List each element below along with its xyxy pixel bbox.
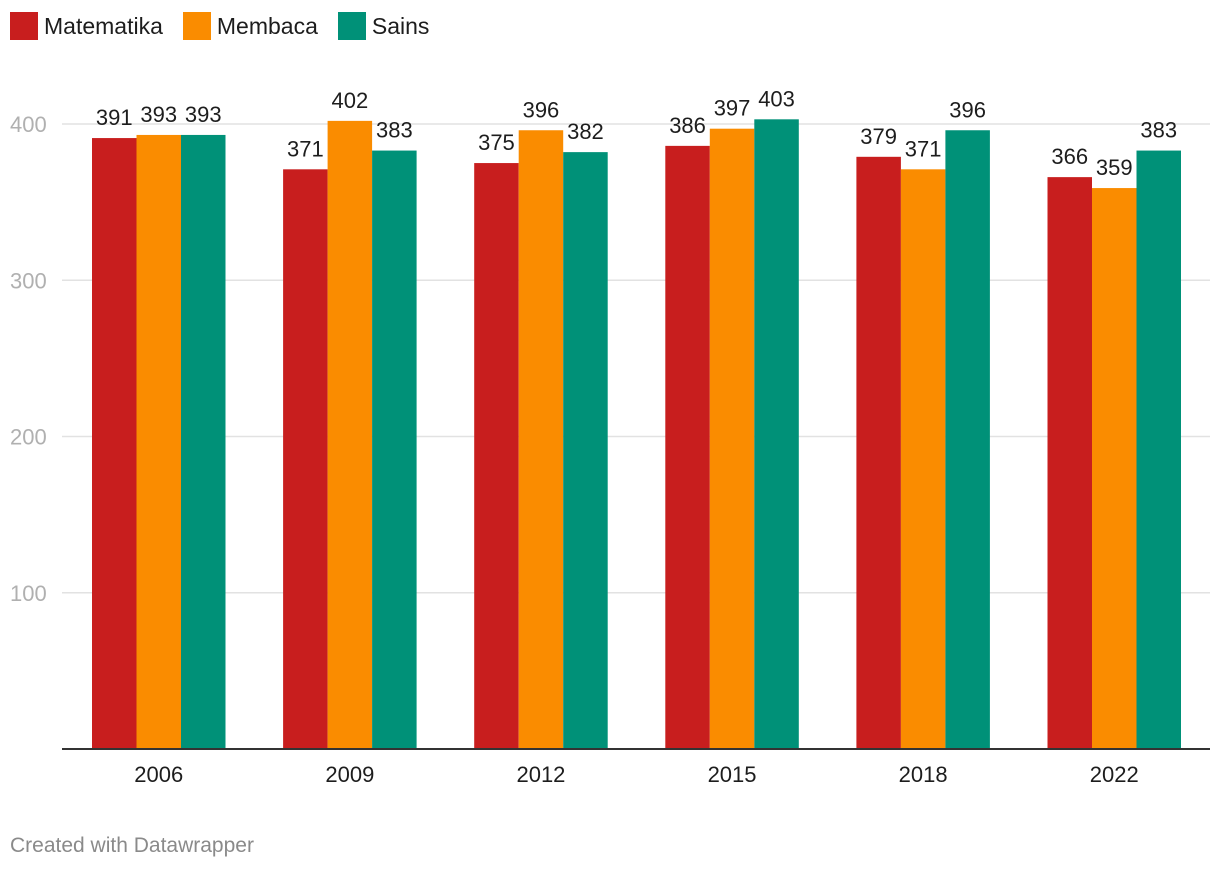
bar-sains-2018 — [945, 130, 990, 749]
legend-label-sains: Sains — [371, 12, 430, 39]
value-label-matematika-2006: 391 — [96, 105, 133, 130]
bar-matematika-2015 — [665, 145, 710, 749]
value-label-sains-2015: 403 — [758, 86, 795, 111]
value-label-membaca-2015: 397 — [714, 96, 751, 121]
value-label-membaca-2012: 396 — [523, 97, 560, 122]
value-label-membaca-2018: 371 — [905, 136, 942, 161]
bar-matematika-2022 — [1047, 177, 1092, 749]
value-label-sains-2022: 383 — [1140, 118, 1177, 143]
bar-membaca-2009 — [327, 120, 373, 749]
bar-sains-2022 — [1136, 150, 1181, 749]
legend-item-membaca: Membaca — [182, 12, 318, 40]
bar-matematika-2009 — [283, 169, 328, 749]
bar-sains-2009 — [372, 150, 417, 749]
legend-swatch-sains — [337, 12, 366, 40]
x-tick-label-2022: 2022 — [1090, 762, 1139, 787]
value-label-matematika-2018: 379 — [860, 124, 897, 149]
bar-matematika-2012 — [474, 163, 519, 749]
value-label-membaca-2006: 393 — [140, 102, 177, 127]
value-label-membaca-2022: 359 — [1096, 155, 1133, 180]
legend-item-sains: Sains — [337, 12, 430, 40]
bar-matematika-2006 — [92, 138, 137, 749]
legend-swatch-matematika — [10, 12, 38, 40]
value-label-matematika-2022: 366 — [1051, 144, 1088, 169]
bar-membaca-2022 — [1092, 188, 1137, 749]
y-tick-label-200: 200 — [10, 425, 47, 450]
legend-label-membaca: Membaca — [216, 12, 318, 39]
legend: Matematika Membaca Sains — [10, 10, 449, 42]
value-label-sains-2009: 383 — [376, 118, 413, 143]
bar-membaca-2015 — [709, 128, 755, 749]
value-label-matematika-2012: 375 — [478, 130, 515, 155]
x-tick-label-2018: 2018 — [899, 762, 948, 787]
bar-sains-2006 — [181, 134, 226, 749]
y-tick-label-300: 300 — [10, 268, 47, 293]
bar-matematika-2018 — [856, 156, 901, 749]
bar-membaca-2006 — [136, 134, 181, 749]
x-tick-label-2006: 2006 — [134, 762, 183, 787]
value-label-sains-2006: 393 — [185, 102, 222, 127]
legend-label-matematika: Matematika — [44, 12, 163, 39]
legend-item-matematika: Matematika — [10, 12, 163, 40]
value-label-sains-2018: 396 — [949, 97, 986, 122]
y-tick-label-400: 400 — [10, 112, 47, 137]
bar-membaca-2018 — [900, 169, 946, 749]
credit-footer: Created with Datawrapper — [10, 834, 254, 857]
bar-membaca-2012 — [518, 130, 564, 749]
value-label-sains-2012: 382 — [567, 119, 604, 144]
y-tick-label-100: 100 — [10, 581, 47, 606]
bar-sains-2012 — [563, 152, 608, 749]
legend-swatch-membaca — [182, 12, 211, 40]
value-label-matematika-2015: 386 — [669, 113, 706, 138]
x-tick-label-2015: 2015 — [708, 762, 757, 787]
value-label-matematika-2009: 371 — [287, 136, 324, 161]
x-tick-label-2012: 2012 — [516, 762, 565, 787]
value-label-membaca-2009: 402 — [331, 88, 368, 113]
x-tick-label-2009: 2009 — [325, 762, 374, 787]
bar-sains-2015 — [754, 119, 799, 749]
